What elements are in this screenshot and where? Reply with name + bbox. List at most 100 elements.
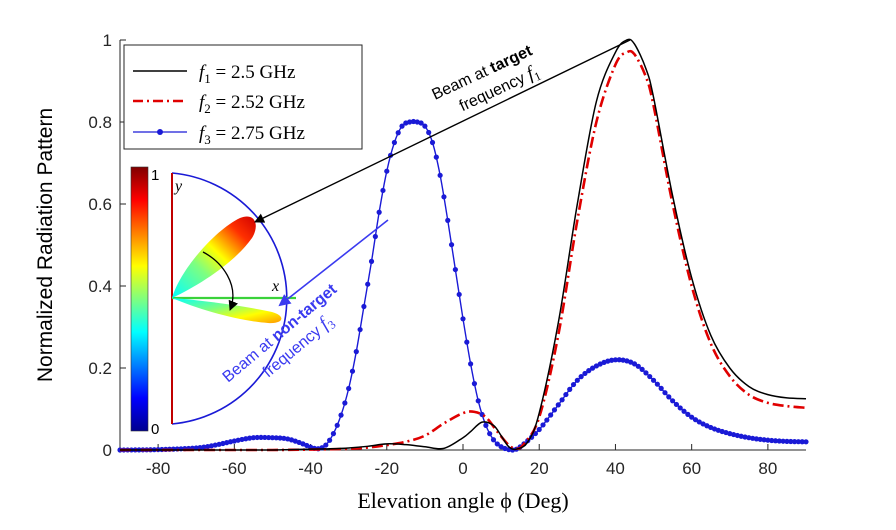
series-point-f3 <box>433 154 439 160</box>
x-tick-label: 40 <box>606 459 625 478</box>
series-point-f3 <box>330 431 337 437</box>
series-point-f3 <box>769 437 775 444</box>
series-point-f3 <box>540 422 546 428</box>
colorbar <box>130 166 149 432</box>
series-point-f3 <box>426 129 432 136</box>
series-point-f3 <box>761 437 767 443</box>
series-point-f3 <box>418 120 424 126</box>
series-point-f3 <box>677 405 683 411</box>
series-point-f3 <box>692 417 699 423</box>
series-point-f3 <box>323 442 329 448</box>
legend-f2-var: f <box>199 92 207 113</box>
series-point-f3 <box>582 370 588 377</box>
series-point-f3 <box>612 357 619 363</box>
inset-x-label: x <box>271 278 279 295</box>
series-point-f3 <box>570 381 577 388</box>
series-point-f3 <box>578 374 584 380</box>
legend-f3-rest: = 2.75 GHz <box>211 123 305 144</box>
series-point-f3 <box>357 326 363 333</box>
series-point-f3 <box>384 168 390 174</box>
legend-marker-f3 <box>157 129 163 135</box>
svg-text:f2 = 2.52 GHz: f2 = 2.52 GHz <box>199 92 305 116</box>
x-ticks: -80 -60 -40 -20 0 20 40 60 80 <box>146 444 777 478</box>
series-point-f3 <box>586 368 592 374</box>
series-point-f3 <box>548 412 554 418</box>
series-point-f3 <box>395 130 401 136</box>
series-point-f3 <box>666 394 672 400</box>
x-tick-label: -20 <box>374 459 399 478</box>
nontarget-beam-lobe <box>172 298 282 324</box>
series-point-f3 <box>757 436 763 442</box>
x-tick-label: 60 <box>682 459 701 478</box>
series-point-f3 <box>662 390 668 396</box>
series-point-f3 <box>544 417 550 423</box>
series-point-f3 <box>342 400 348 406</box>
series-point-f3 <box>788 438 794 445</box>
series-point-f3 <box>361 303 367 310</box>
series-point-f3 <box>791 439 798 445</box>
series-point-f3 <box>643 370 649 376</box>
series-point-f3 <box>670 398 676 404</box>
series-point-f3 <box>391 139 397 146</box>
series-point-f3 <box>269 435 276 441</box>
series-point-f3 <box>658 385 664 391</box>
series-point-f3 <box>681 408 687 414</box>
series-point-f3 <box>273 435 279 441</box>
y-tick-label: 0.8 <box>88 113 112 132</box>
series-point-f3 <box>567 386 573 392</box>
series-point-f3 <box>334 422 340 428</box>
series-point-f3 <box>551 407 558 413</box>
series-line-f1 <box>119 38 807 451</box>
series-point-f3 <box>780 438 786 444</box>
series-point-f3 <box>372 233 378 240</box>
series-point-f3 <box>799 439 805 445</box>
series-layer <box>117 38 809 453</box>
series-point-f3 <box>483 422 489 428</box>
series-line-f3 <box>119 120 807 451</box>
target-beam-lobe <box>172 216 256 298</box>
series-point-f3 <box>536 426 542 433</box>
svg-text:f3 = 2.75 GHz: f3 = 2.75 GHz <box>199 123 305 147</box>
series-point-f3 <box>422 123 428 129</box>
y-ticks: 0 0.2 0.4 0.6 0.8 1 <box>88 31 126 460</box>
legend-f2-rest: = 2.52 GHz <box>211 92 305 113</box>
y-tick-label: 0.2 <box>88 359 112 378</box>
x-tick-label: 0 <box>458 459 467 478</box>
series-point-f3 <box>654 381 660 387</box>
series-point-f3 <box>399 123 405 129</box>
series-point-f3 <box>250 435 256 441</box>
series-point-f3 <box>776 438 782 444</box>
series-point-f3 <box>639 366 645 372</box>
series-point-f3 <box>365 281 371 287</box>
series-point-f3 <box>635 363 641 369</box>
series-point-f3 <box>201 444 207 450</box>
legend-f3-sub: 3 <box>204 132 211 147</box>
series-point-f3 <box>750 435 756 441</box>
legend-f2-sub: 2 <box>204 101 211 116</box>
series-point-f3 <box>437 172 443 178</box>
x-tick-label: 80 <box>758 459 777 478</box>
series-point-f3 <box>376 209 382 215</box>
series-point-f3 <box>327 437 333 443</box>
series-point-f3 <box>452 266 458 273</box>
x-tick-label: -60 <box>222 459 247 478</box>
series-point-f3 <box>429 139 436 146</box>
x-tick-label: -80 <box>146 459 171 478</box>
series-point-f3 <box>349 368 356 374</box>
series-point-f3 <box>262 434 268 441</box>
series-point-f3 <box>246 435 253 441</box>
series-markers-f3 <box>117 118 809 453</box>
series-point-f3 <box>468 361 474 367</box>
legend-f3-var: f <box>199 123 207 144</box>
series-point-f3 <box>689 414 695 420</box>
series-point-f3 <box>266 434 272 441</box>
series-point-f3 <box>254 434 260 441</box>
legend-entry-f1: f1 = 2.5 GHz <box>133 62 295 86</box>
series-point-f3 <box>647 373 653 380</box>
target-ann-sub: 1 <box>532 69 543 84</box>
target-annotation: Beam at target frequency f1 <box>430 42 544 115</box>
series-point-f3 <box>487 431 493 437</box>
legend: f1 = 2.5 GHz f2 = 2.52 GHz f3 = 2.75 GHz <box>123 44 363 150</box>
series-point-f3 <box>673 401 680 408</box>
